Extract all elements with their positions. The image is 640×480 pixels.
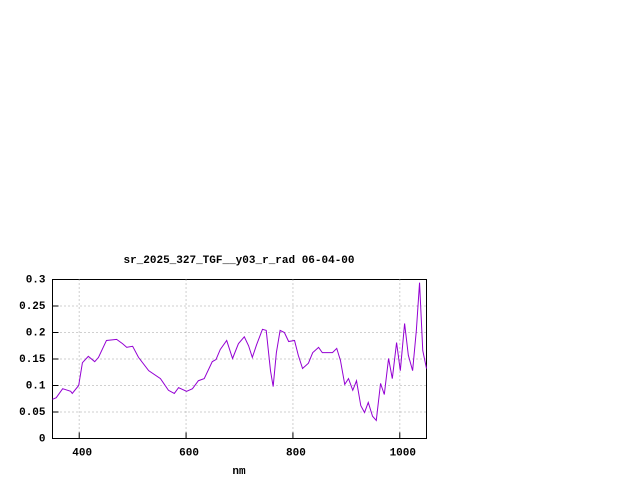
x-tick-label: 600 bbox=[179, 447, 199, 459]
y-tick-label: 0.05 bbox=[19, 407, 46, 419]
x-tick-label: 800 bbox=[286, 447, 306, 459]
x-tick-label: 1000 bbox=[390, 447, 416, 459]
x-axis-label: nm bbox=[232, 466, 246, 478]
y-tick-label: 0.15 bbox=[19, 354, 46, 366]
data-line bbox=[52, 282, 427, 422]
y-tick-label: 0.2 bbox=[26, 327, 46, 339]
y-tick-label: 0.25 bbox=[19, 301, 46, 313]
chart-title: sr_2025_327_TGF__y03_r_rad 06-04-00 bbox=[123, 255, 354, 267]
y-tick-label: 0.1 bbox=[26, 380, 46, 392]
y-tick-label: 0.3 bbox=[26, 274, 46, 286]
x-tick-label: 400 bbox=[72, 447, 92, 459]
y-tick-label: 0 bbox=[39, 433, 46, 445]
